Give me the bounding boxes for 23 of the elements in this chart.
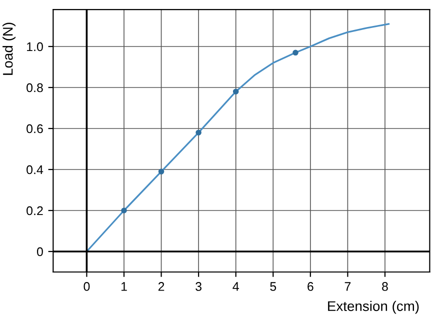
point [158,168,164,174]
x-tick-label: 8 [382,282,388,291]
x-tick-label: 4 [232,282,239,291]
point [292,50,298,56]
y-tick-label: 0.4 [26,165,44,174]
x-tick-label: 7 [344,282,351,291]
x-tick-label: 2 [158,282,164,291]
x-tick-label: 0 [84,282,90,291]
x-tick-label: 3 [196,282,202,291]
point [196,130,202,136]
point [121,208,127,214]
y-tick-label: 0.8 [26,83,43,92]
line-series [86,23,390,252]
y-tick-label: 0.6 [26,124,43,134]
point [232,88,239,94]
x-tick-label: 1 [121,282,127,291]
y-axis-title: Load (N) [2,22,16,75]
y-tick-label: 0.2 [26,206,43,216]
y-tick-label: 0 [36,247,43,256]
x-tick-label: 5 [270,282,276,291]
x-axis-title: Extension (cm) [328,300,419,314]
x-tick-label: 6 [308,282,314,291]
y-tick-label: 1.0 [27,42,43,52]
